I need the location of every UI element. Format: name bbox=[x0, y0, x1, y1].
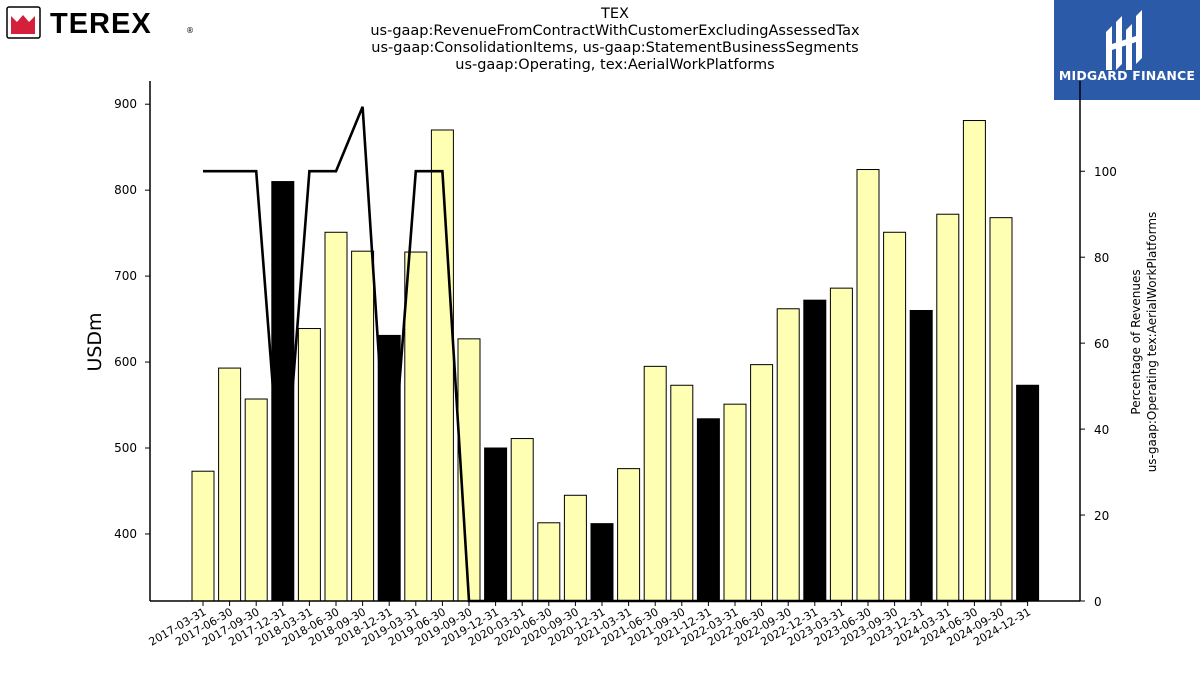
bar-2017-03-31 bbox=[191, 470, 215, 602]
bar-2024-09-30 bbox=[989, 217, 1013, 602]
bar-2023-09-30 bbox=[883, 231, 907, 602]
y2-tick-label: 40 bbox=[1094, 423, 1109, 437]
bar-2020-06-30 bbox=[537, 522, 561, 602]
bar-2022-12-31 bbox=[803, 299, 827, 602]
y-axis-label: USDm bbox=[84, 312, 106, 371]
y-tick-label: 900 bbox=[114, 97, 137, 111]
bar-2019-03-31 bbox=[404, 251, 428, 602]
bar-2024-06-30 bbox=[962, 120, 986, 602]
y-tick-label: 700 bbox=[114, 269, 137, 283]
bar-2019-12-31 bbox=[484, 447, 508, 602]
bar-2021-06-30 bbox=[643, 365, 667, 602]
y2-axis-label-line-2: us-gaap:Operating tex:AerialWorkPlatform… bbox=[1145, 212, 1159, 473]
crown-icon bbox=[11, 15, 35, 34]
bars-group bbox=[191, 120, 1040, 602]
bar-2017-09-30 bbox=[244, 398, 268, 602]
bar-2020-03-31 bbox=[510, 438, 534, 602]
bar-2020-12-31 bbox=[590, 523, 614, 602]
y2-tick-label: 60 bbox=[1094, 337, 1109, 351]
bar-2018-06-30 bbox=[324, 231, 348, 602]
y2-tick-label: 100 bbox=[1094, 165, 1117, 179]
midgard-logo: MIDGARD FINANCE bbox=[1054, 0, 1200, 100]
brand-left-text: TEREX bbox=[50, 8, 152, 40]
y-tick-label: 800 bbox=[114, 183, 137, 197]
bar-2024-12-31 bbox=[1016, 384, 1040, 602]
bar-2021-03-31 bbox=[617, 468, 641, 602]
terex-logo: TEREX ® bbox=[6, 6, 206, 40]
y-tick-label: 400 bbox=[114, 527, 137, 541]
title-line-2: us-gaap:RevenueFromContractWithCustomerE… bbox=[370, 23, 860, 39]
y2-tick-label: 20 bbox=[1094, 509, 1109, 523]
ticks-group: 4005006007008009000204060801002017-03-31… bbox=[114, 97, 1117, 648]
y2-tick-label: 80 bbox=[1094, 251, 1109, 265]
chart-title: TEX us-gaap:RevenueFromContractWithCusto… bbox=[290, 6, 940, 74]
bar-2018-09-30 bbox=[351, 250, 375, 602]
bar-2020-09-30 bbox=[563, 494, 587, 602]
bar-2022-06-30 bbox=[750, 364, 774, 602]
y-tick-label: 500 bbox=[114, 441, 137, 455]
bar-2022-09-30 bbox=[776, 308, 800, 602]
bar-2023-06-30 bbox=[856, 169, 880, 602]
bar-2024-03-31 bbox=[936, 213, 960, 602]
bar-2018-03-31 bbox=[297, 328, 321, 602]
bar-2017-06-30 bbox=[218, 367, 242, 602]
y2-axis-label-line-1: Percentage of Revenues bbox=[1129, 269, 1143, 414]
registered-mark: ® bbox=[186, 26, 194, 35]
bar-2017-12-31 bbox=[271, 181, 295, 602]
bar-2022-03-31 bbox=[723, 403, 747, 602]
bar-2021-12-31 bbox=[696, 418, 720, 602]
y2-tick-label: 0 bbox=[1094, 595, 1102, 609]
title-line-1: TEX bbox=[601, 6, 629, 22]
midgard-emblem-icon bbox=[1106, 10, 1142, 70]
axes-group bbox=[149, 81, 1081, 602]
bar-2018-12-31 bbox=[377, 334, 401, 602]
bar-2019-06-30 bbox=[430, 129, 454, 602]
bar-2021-09-30 bbox=[670, 384, 694, 602]
y-tick-label: 600 bbox=[114, 355, 137, 369]
bar-2023-12-31 bbox=[909, 309, 933, 602]
bar-2023-03-31 bbox=[829, 287, 853, 602]
brand-right-text: MIDGARD FINANCE bbox=[1058, 68, 1196, 83]
title-line-4: us-gaap:Operating, tex:AerialWorkPlatfor… bbox=[455, 57, 775, 73]
title-line-3: us-gaap:ConsolidationItems, us-gaap:Stat… bbox=[371, 40, 859, 56]
